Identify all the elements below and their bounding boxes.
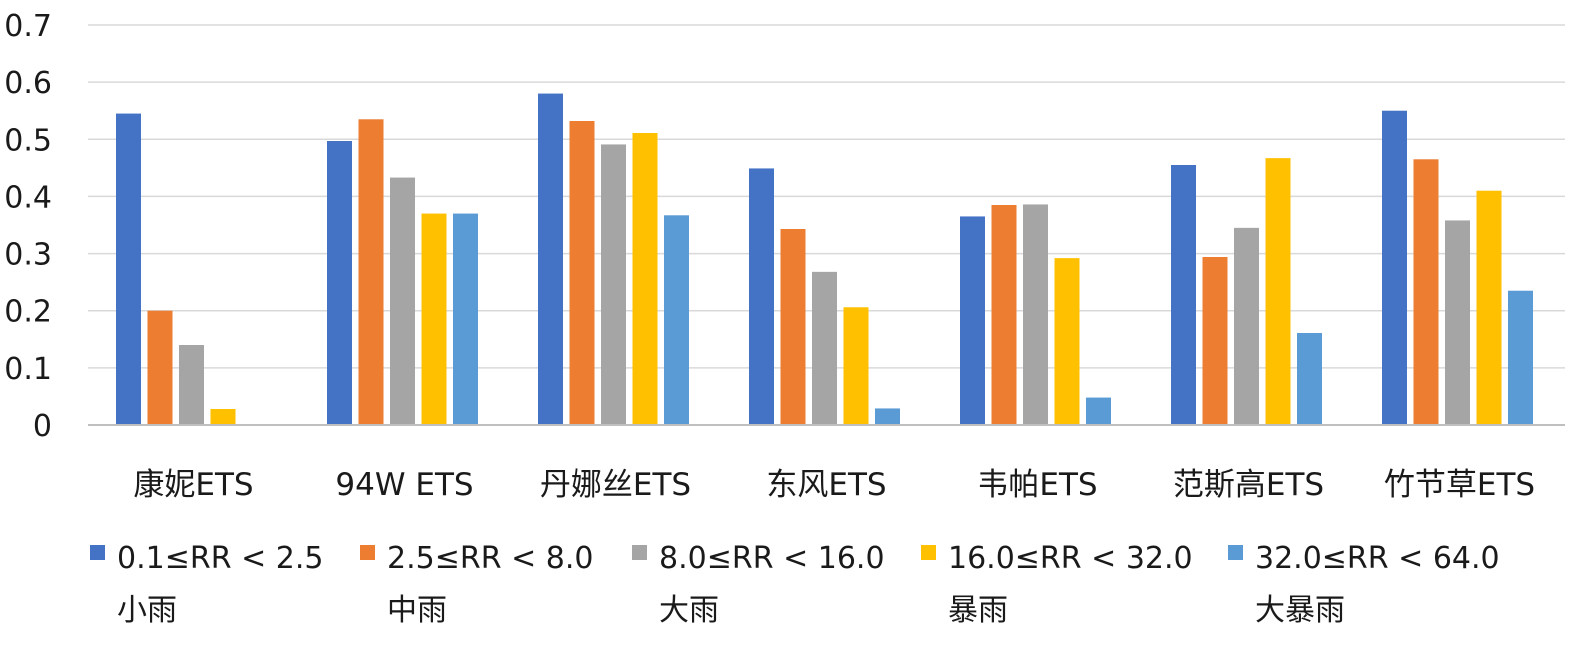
bar-3-7 bbox=[1445, 220, 1470, 425]
legend-swatch bbox=[632, 545, 647, 560]
y-tick-label: 0.7 bbox=[4, 9, 52, 44]
bar-1-5 bbox=[960, 216, 985, 425]
legend-swatch bbox=[921, 545, 936, 560]
bar-4-6 bbox=[1265, 158, 1291, 425]
bar-5-6 bbox=[1297, 333, 1322, 425]
legend-item-4: 16.0≤RR < 32.0 暴雨 bbox=[921, 541, 1193, 628]
bar-2-4 bbox=[780, 229, 806, 425]
legend-label-rain-class: 大雨 bbox=[659, 593, 719, 628]
x-tick-label: 韦帕ETS bbox=[977, 467, 1097, 503]
y-tick-label: 0.2 bbox=[4, 295, 52, 330]
legend-label: 16.0≤RR < 32.0 bbox=[948, 541, 1193, 576]
legend: 0.1≤RR < 2.5 小雨 2.5≤RR < 8.0 中雨 8.0≤RR < 16.… bbox=[90, 541, 1500, 628]
legend-swatch bbox=[90, 545, 105, 560]
bar-1-1 bbox=[116, 113, 141, 426]
bar-1-4 bbox=[749, 168, 774, 425]
bar-2-6 bbox=[1202, 257, 1228, 425]
bar-1-3 bbox=[538, 93, 563, 426]
x-tick-label: 竹节草ETS bbox=[1384, 467, 1535, 503]
x-tick-label: 康妮ETS bbox=[133, 467, 253, 503]
legend-label-rain-class: 暴雨 bbox=[948, 593, 1008, 628]
legend-label-rain-class: 小雨 bbox=[117, 593, 177, 628]
x-tick-label: 丹娜丝ETS bbox=[540, 467, 691, 503]
legend-item-5: 32.0≤RR < 64.0 大暴雨 bbox=[1228, 541, 1500, 628]
legend-item-3: 8.0≤RR < 16.0 大雨 bbox=[632, 541, 885, 628]
y-tick-label: 0.1 bbox=[4, 352, 52, 387]
bar-5-7 bbox=[1508, 290, 1533, 425]
y-axis-tick-labels: 0 0.1 0.2 0.3 0.4 0.5 0.6 0.7 bbox=[4, 9, 52, 444]
y-tick-label: 0.5 bbox=[4, 123, 52, 158]
y-tick-label: 0.3 bbox=[4, 238, 52, 273]
legend-label: 0.1≤RR < 2.5 bbox=[117, 541, 323, 576]
bar-4-5 bbox=[1054, 258, 1080, 425]
bar-5-2 bbox=[453, 213, 478, 425]
y-tick-label: 0 bbox=[33, 409, 52, 444]
y-tick-label: 0.4 bbox=[4, 180, 52, 215]
legend-swatch bbox=[360, 545, 375, 560]
bar-5-3 bbox=[664, 215, 689, 425]
bar-1-6 bbox=[1171, 165, 1196, 425]
bar-3-3 bbox=[601, 144, 626, 425]
bar-2-5 bbox=[991, 205, 1017, 425]
legend-label: 32.0≤RR < 64.0 bbox=[1255, 541, 1500, 576]
bar-3-6 bbox=[1234, 227, 1259, 425]
bar-1-7 bbox=[1382, 110, 1407, 425]
bar-5-5 bbox=[1086, 397, 1111, 425]
legend-label-rain-class: 大暴雨 bbox=[1255, 593, 1345, 628]
legend-label-rain-class: 中雨 bbox=[387, 593, 447, 628]
bar-5-4 bbox=[875, 408, 900, 425]
bar-4-2 bbox=[421, 213, 447, 425]
bar-3-2 bbox=[390, 177, 415, 425]
legend-item-2: 2.5≤RR < 8.0 中雨 bbox=[360, 541, 593, 628]
bar-1-2 bbox=[327, 141, 352, 425]
x-tick-label: 范斯高ETS bbox=[1173, 467, 1324, 503]
x-tick-label: 94W ETS bbox=[335, 467, 473, 503]
bar-4-4 bbox=[843, 307, 869, 425]
legend-label: 8.0≤RR < 16.0 bbox=[659, 541, 885, 576]
bar-4-3 bbox=[632, 133, 658, 425]
legend-swatch bbox=[1228, 545, 1243, 560]
x-axis-tick-labels: 康妮ETS 94W ETS 丹娜丝ETS 东风ETS 韦帕ETS 范斯高ETS 竹节草ETS bbox=[133, 467, 1535, 503]
bars bbox=[116, 93, 1533, 426]
bar-3-1 bbox=[179, 345, 204, 425]
bar-4-1 bbox=[210, 409, 236, 425]
legend-label: 2.5≤RR < 8.0 bbox=[387, 541, 593, 576]
legend-item-1: 0.1≤RR < 2.5 小雨 bbox=[90, 541, 323, 628]
bar-2-3 bbox=[569, 121, 595, 425]
x-tick-label: 东风ETS bbox=[766, 467, 886, 503]
y-tick-label: 0.6 bbox=[4, 66, 52, 101]
bar-2-1 bbox=[147, 310, 173, 425]
bar-2-2 bbox=[358, 119, 384, 426]
bar-4-7 bbox=[1476, 190, 1502, 425]
bar-3-5 bbox=[1023, 204, 1048, 425]
bar-2-7 bbox=[1413, 159, 1439, 426]
bar-3-4 bbox=[812, 271, 837, 425]
